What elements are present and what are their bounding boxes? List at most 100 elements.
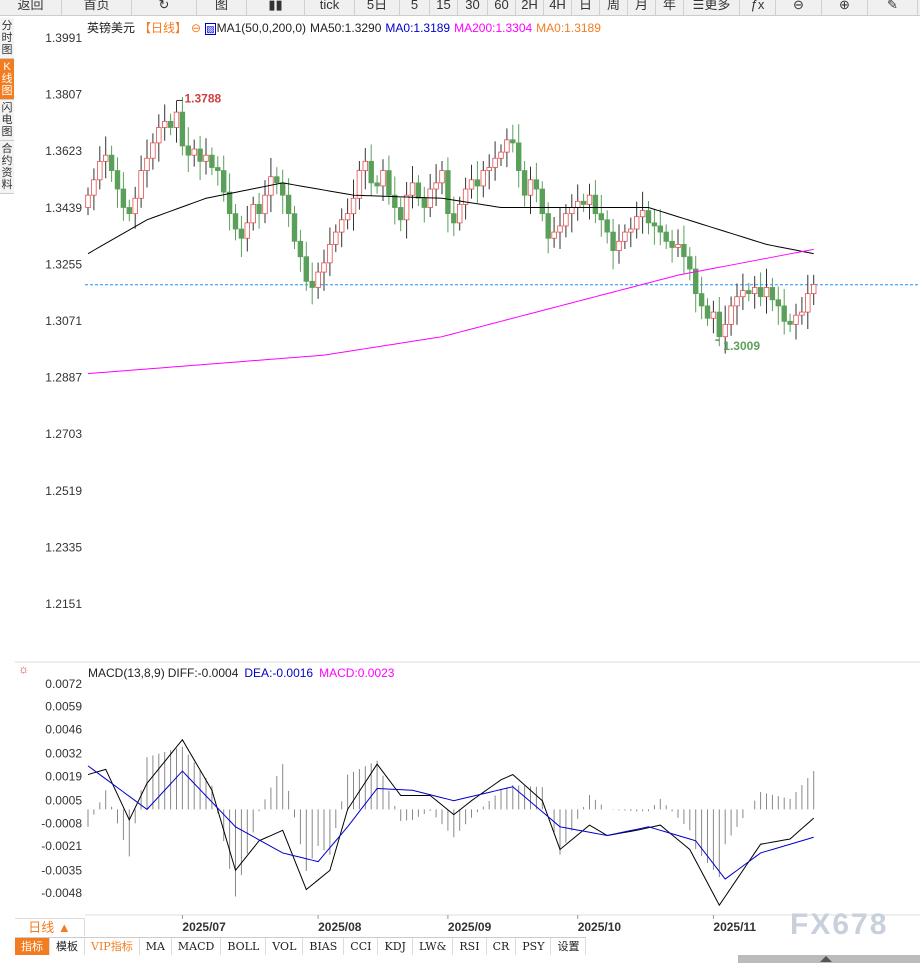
indicator-tab-macd[interactable]: MACD: [172, 938, 222, 955]
indicator-tabs: 指标 模板 VIP指标 MA MACD BOLL VOL BIAS CCI KDJ LW& RSI CR…: [15, 937, 587, 955]
indicator-tab-boll[interactable]: BOLL: [221, 938, 267, 955]
toolbar-more-button[interactable]: ☰更多: [684, 0, 740, 15]
toolbar-zoom-out-button[interactable]: ⊖: [776, 0, 822, 15]
price-tick: 1.2519: [45, 484, 82, 498]
price-tick: 1.2151: [45, 597, 82, 611]
indicator-tab-vol[interactable]: VOL: [266, 938, 304, 955]
toolbar-tick-button[interactable]: tick: [305, 0, 355, 15]
candle: [698, 293, 705, 307]
indicator-tab-设置[interactable]: 设置: [551, 938, 587, 955]
period-button[interactable]: 日线 ▲: [15, 918, 85, 936]
indicator-tab-vip指标[interactable]: VIP指标: [85, 938, 140, 955]
candle: [256, 204, 262, 215]
candle: [244, 222, 250, 239]
candle: [480, 170, 486, 187]
candle: [403, 194, 410, 221]
candle: [693, 268, 699, 295]
candle: [226, 191, 233, 215]
indicator-tab-rsi[interactable]: RSI: [453, 938, 487, 955]
candle: [238, 228, 245, 239]
candle: [651, 222, 658, 227]
candle: [787, 320, 793, 325]
toolbar-back-button[interactable]: 返回: [0, 0, 62, 15]
candle: [628, 228, 634, 233]
toolbar-15min-button[interactable]: 15: [430, 0, 458, 15]
indicator-tab-psy[interactable]: PSY: [516, 938, 552, 955]
candle: [811, 283, 817, 295]
toolbar-4h-button[interactable]: 4H: [544, 0, 572, 15]
candle: [781, 305, 787, 322]
toolbar-bar-chart-button[interactable]: 图: [197, 0, 247, 15]
settings-icon[interactable]: ⊖: [191, 21, 202, 35]
candle: [279, 182, 286, 196]
candle: [586, 194, 593, 205]
candle: [138, 170, 144, 199]
candle: [191, 148, 197, 156]
macd-tick: -0.0008: [41, 816, 82, 830]
candle: [616, 240, 622, 251]
candle: [569, 207, 575, 215]
left-tab-1[interactable]: K线图: [0, 59, 14, 100]
candle: [622, 231, 628, 242]
candle: [639, 210, 646, 218]
toolbar-week-button[interactable]: 周: [600, 0, 628, 15]
candle: [734, 296, 740, 307]
candle: [710, 311, 717, 319]
toolbar-month-button[interactable]: 月: [628, 0, 656, 15]
candle: [592, 194, 599, 215]
toolbar-2h-button[interactable]: 2H: [516, 0, 544, 15]
indicator-tab-lw[interactable]: LW&: [413, 938, 454, 955]
indicator-tab-kdj[interactable]: KDJ: [378, 938, 413, 955]
candle: [209, 154, 215, 168]
left-tab-3[interactable]: 合约资料: [0, 141, 14, 194]
toolbar-refresh-button[interactable]: ↻: [132, 0, 197, 15]
toolbar-formula-button[interactable]: ƒx: [740, 0, 776, 15]
price-tick: 1.2335: [45, 540, 82, 554]
candle: [468, 179, 475, 190]
toolbar-5min-button[interactable]: 5: [400, 0, 430, 15]
candle: [474, 179, 481, 187]
candle: [510, 139, 516, 144]
candle: [610, 231, 616, 251]
toolbar-zoom-in-button[interactable]: ⊕: [822, 0, 868, 15]
toolbar-draw-button[interactable]: ✎: [868, 0, 918, 15]
toolbar-home-button[interactable]: 首页: [62, 0, 132, 15]
candle: [203, 154, 209, 162]
symbol-name: 英镑美元: [87, 21, 136, 35]
toolbar-year-button[interactable]: 年: [656, 0, 684, 15]
date-label: 2025/09: [448, 920, 492, 934]
candle: [392, 194, 398, 208]
dea-value: DEA:-0.0016: [244, 666, 314, 680]
toolbar-60min-button[interactable]: 60: [488, 0, 516, 15]
indicator-tab-cr[interactable]: CR: [487, 938, 517, 955]
toolbar: 返回 首页 ↻ 图 ▮▮ tick 5日 5 15 30 60 2H 4H 日周月年 ☰更多 ƒx ⊖ ⊕ ✎: [0, 0, 920, 16]
candle: [645, 210, 652, 224]
candle: [274, 176, 280, 184]
fx678-watermark: FX678: [790, 908, 889, 941]
ma-indicator-icon[interactable]: ▨: [205, 23, 216, 35]
date-label: 2025/07: [182, 920, 226, 934]
indicator-tab-cci[interactable]: CCI: [344, 938, 379, 955]
candle: [350, 197, 357, 215]
date-label: 2025/08: [318, 920, 362, 934]
candle: [85, 194, 91, 208]
candle: [362, 160, 368, 171]
indicator-tab-ma[interactable]: MA: [140, 938, 172, 955]
candle: [533, 179, 540, 190]
macd-tick: 0.0046: [45, 722, 82, 736]
candle: [197, 148, 203, 162]
scroll-up-handle[interactable]: [738, 955, 920, 963]
candle: [634, 216, 640, 230]
toolbar-30min-button[interactable]: 30: [458, 0, 488, 15]
indicator-tab-指标[interactable]: 指标: [15, 938, 50, 955]
toolbar-5day-button[interactable]: 5日: [355, 0, 400, 15]
candle: [486, 167, 492, 171]
toolbar-candles-button[interactable]: ▮▮: [247, 0, 305, 15]
left-tab-0[interactable]: 分时图: [0, 18, 14, 59]
left-tab-2[interactable]: 闪电图: [0, 100, 14, 141]
candle: [575, 200, 581, 208]
indicator-tab-模板[interactable]: 模板: [50, 938, 85, 955]
toolbar-day-button[interactable]: 日: [572, 0, 600, 15]
indicator-tab-bias[interactable]: BIAS: [303, 938, 345, 955]
